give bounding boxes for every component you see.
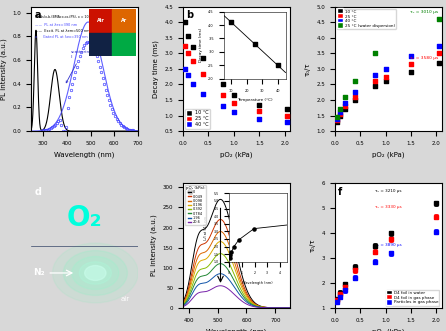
Point xyxy=(336,113,343,118)
Text: N₂: N₂ xyxy=(33,268,45,277)
X-axis label: pO₂ (kPa): pO₂ (kPa) xyxy=(372,328,405,331)
Point xyxy=(184,72,191,78)
Text: air: air xyxy=(121,296,130,302)
Point xyxy=(435,51,442,56)
Y-axis label: PL intensity (a.u.): PL intensity (a.u.) xyxy=(151,215,157,276)
Point xyxy=(351,90,358,95)
Point xyxy=(435,60,442,65)
Point xyxy=(435,17,442,22)
X-axis label: Wavelength (nm): Wavelength (nm) xyxy=(206,328,267,331)
Point xyxy=(351,97,358,103)
Point xyxy=(284,119,291,124)
Point xyxy=(408,54,415,59)
Legend: 0, 0.049, 0.098, 0.196, 0.392, 0.784, 1.96, 20.6: 0, 0.049, 0.098, 0.196, 0.392, 0.784, 1.… xyxy=(185,185,206,225)
Point xyxy=(334,116,341,121)
Point xyxy=(336,111,343,117)
X-axis label: pO₂ (kPa): pO₂ (kPa) xyxy=(372,151,405,158)
Text: f: f xyxy=(338,187,342,197)
Text: d: d xyxy=(34,187,41,197)
Point xyxy=(256,108,263,114)
Y-axis label: τ₀/τ: τ₀/τ xyxy=(310,239,316,253)
Point xyxy=(408,62,415,67)
Point xyxy=(334,115,341,120)
Text: e: e xyxy=(186,187,193,197)
Point xyxy=(182,66,189,71)
Point xyxy=(182,43,189,48)
Point xyxy=(199,91,206,96)
Text: b: b xyxy=(186,10,193,20)
Ellipse shape xyxy=(79,262,112,284)
Text: τ₀ = 3580 μs: τ₀ = 3580 μs xyxy=(410,56,438,60)
Point xyxy=(219,82,227,87)
Text: O₂: O₂ xyxy=(67,204,103,232)
Point xyxy=(408,69,415,74)
Point xyxy=(382,79,389,84)
Point xyxy=(284,107,291,112)
Y-axis label: τ₀/τ: τ₀/τ xyxy=(305,62,311,76)
Point xyxy=(230,100,237,106)
Y-axis label: PL intensity (a.u.): PL intensity (a.u.) xyxy=(1,38,7,100)
Point xyxy=(351,94,358,100)
Point xyxy=(341,107,348,112)
Point xyxy=(351,79,358,84)
Legend: 10 °C, 25 °C, 40 °C, 25 °C (water dispersion): 10 °C, 25 °C, 40 °C, 25 °C (water disper… xyxy=(337,9,396,29)
Point xyxy=(256,102,263,107)
Point xyxy=(336,107,343,112)
Text: PMAs(x-b-(BMAco-co-fPS), x = 10 mg/mL: PMAs(x-b-(BMAco-co-fPS), x = 10 mg/mL xyxy=(36,15,101,19)
Ellipse shape xyxy=(72,257,119,289)
Point xyxy=(230,110,237,115)
Point xyxy=(190,44,197,50)
Point xyxy=(184,33,191,39)
Point xyxy=(199,55,206,61)
Text: c: c xyxy=(338,10,343,20)
Text: τ₀ = 3010 μs: τ₀ = 3010 μs xyxy=(410,10,438,14)
Point xyxy=(382,74,389,79)
Text: a: a xyxy=(34,10,41,20)
Point xyxy=(219,93,227,98)
Legend: 10 °C, 25 °C, 40 °C: 10 °C, 25 °C, 40 °C xyxy=(186,109,210,129)
X-axis label: Wavelength (nm): Wavelength (nm) xyxy=(54,151,115,158)
Point xyxy=(230,93,237,98)
Point xyxy=(190,82,197,87)
Point xyxy=(371,72,378,78)
Text: ——  Excit. PL at λem=500 nm: —— Excit. PL at λem=500 nm xyxy=(36,29,90,33)
Ellipse shape xyxy=(63,251,128,295)
Point xyxy=(184,51,191,56)
Point xyxy=(334,119,341,124)
Point xyxy=(334,118,341,123)
Point xyxy=(371,79,378,84)
Point xyxy=(190,59,197,64)
Point xyxy=(219,104,227,109)
Point xyxy=(341,94,348,100)
Text: scattering
II: scattering II xyxy=(66,50,92,83)
Point xyxy=(284,113,291,118)
X-axis label: pO₂ (kPa): pO₂ (kPa) xyxy=(220,151,252,158)
Point xyxy=(336,110,343,115)
Point xyxy=(182,20,189,25)
Point xyxy=(382,66,389,71)
Point xyxy=(371,51,378,56)
Y-axis label: Decay time (ms): Decay time (ms) xyxy=(153,40,159,98)
Point xyxy=(371,83,378,89)
Point xyxy=(199,71,206,76)
Point xyxy=(256,116,263,121)
Point xyxy=(341,104,348,109)
Text: ——  PL at λex=390 nm: —— PL at λex=390 nm xyxy=(36,23,78,27)
Point xyxy=(341,100,348,106)
Text: τ₀ = 3330 μs: τ₀ = 3330 μs xyxy=(375,205,402,209)
Legend: D4 foil in water, D4 foil in gas phase, Particles in gas phase: D4 foil in water, D4 foil in gas phase, … xyxy=(386,290,439,306)
Point xyxy=(435,43,442,48)
Ellipse shape xyxy=(53,243,138,303)
Ellipse shape xyxy=(85,265,106,280)
Text: o     Gated PL at λex=390 nm (200ms delay): o Gated PL at λex=390 nm (200ms delay) xyxy=(36,35,115,39)
Text: τ₀ = 3890 μs: τ₀ = 3890 μs xyxy=(375,243,402,247)
Text: τ₀ = 3210 μs: τ₀ = 3210 μs xyxy=(375,189,402,193)
